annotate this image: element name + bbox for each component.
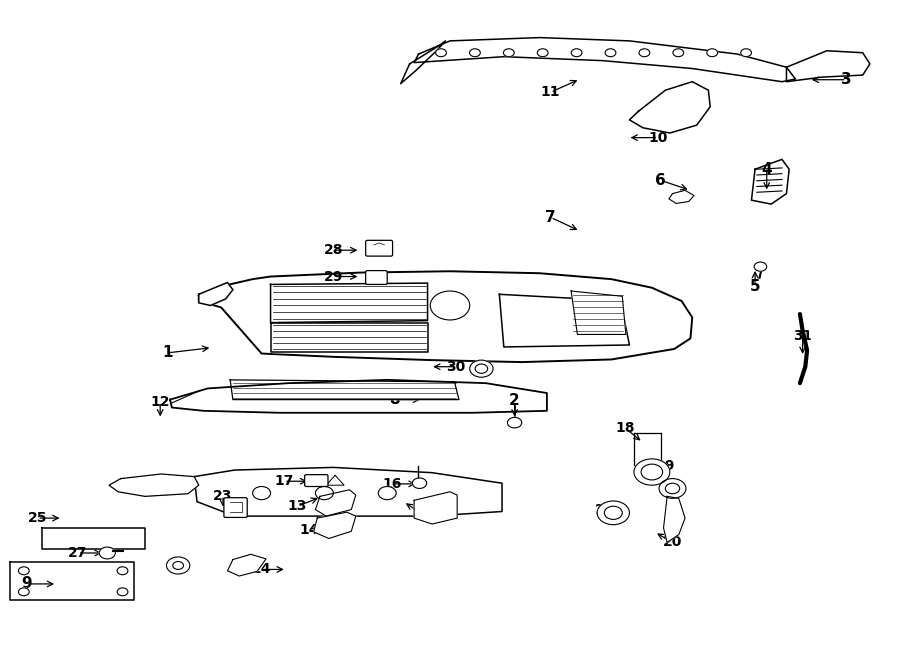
Circle shape [665, 483, 680, 494]
Circle shape [741, 49, 751, 57]
Polygon shape [228, 555, 266, 576]
Polygon shape [315, 490, 356, 516]
Text: 23: 23 [213, 489, 233, 504]
Circle shape [378, 486, 396, 500]
Text: 17: 17 [274, 474, 293, 488]
Polygon shape [629, 82, 710, 133]
Polygon shape [414, 492, 457, 524]
Circle shape [117, 588, 128, 596]
Circle shape [436, 49, 446, 57]
Circle shape [470, 360, 493, 377]
Text: 10: 10 [649, 131, 668, 145]
Polygon shape [194, 467, 502, 516]
Polygon shape [313, 512, 356, 539]
Circle shape [634, 459, 670, 485]
Text: 29: 29 [324, 270, 343, 284]
Polygon shape [199, 282, 233, 305]
FancyBboxPatch shape [365, 241, 392, 256]
Text: 24: 24 [252, 563, 271, 576]
Text: 16: 16 [382, 477, 402, 491]
Circle shape [706, 49, 717, 57]
FancyBboxPatch shape [224, 498, 248, 518]
Circle shape [166, 557, 190, 574]
Polygon shape [109, 474, 199, 496]
Text: 9: 9 [22, 576, 32, 592]
Circle shape [639, 49, 650, 57]
Text: 22: 22 [158, 479, 177, 494]
Text: 28: 28 [324, 243, 343, 257]
Circle shape [315, 486, 333, 500]
Text: 13: 13 [288, 499, 307, 513]
Circle shape [537, 49, 548, 57]
Polygon shape [170, 380, 547, 412]
Polygon shape [663, 496, 685, 543]
Polygon shape [199, 271, 692, 362]
FancyBboxPatch shape [365, 270, 387, 284]
Circle shape [597, 501, 629, 525]
Text: 14: 14 [300, 523, 319, 537]
Polygon shape [752, 159, 789, 204]
Text: 27: 27 [68, 546, 87, 560]
Polygon shape [500, 294, 629, 347]
Text: 26: 26 [168, 559, 188, 572]
Text: 1: 1 [162, 346, 173, 360]
Text: 6: 6 [655, 173, 666, 188]
Polygon shape [572, 291, 626, 334]
Text: 3: 3 [842, 72, 852, 87]
Polygon shape [414, 38, 796, 82]
Text: 11: 11 [541, 85, 560, 99]
Circle shape [470, 49, 481, 57]
Polygon shape [669, 190, 694, 204]
Text: 18: 18 [616, 421, 634, 435]
Circle shape [173, 562, 184, 569]
Circle shape [18, 566, 29, 574]
FancyBboxPatch shape [304, 475, 328, 486]
Text: 7: 7 [545, 210, 556, 225]
Circle shape [99, 547, 115, 559]
Polygon shape [41, 528, 145, 549]
Polygon shape [230, 380, 459, 400]
Text: 15: 15 [411, 506, 431, 520]
Polygon shape [787, 51, 870, 82]
Text: 31: 31 [793, 329, 813, 343]
Circle shape [754, 262, 767, 271]
Circle shape [641, 464, 662, 480]
Text: 12: 12 [150, 395, 170, 408]
Circle shape [659, 479, 686, 498]
Polygon shape [400, 41, 446, 84]
Text: 5: 5 [750, 279, 760, 294]
Polygon shape [11, 563, 134, 600]
Text: 21: 21 [595, 502, 614, 516]
Text: 19: 19 [655, 459, 675, 473]
Polygon shape [271, 323, 428, 352]
Text: 4: 4 [761, 162, 772, 176]
Circle shape [117, 566, 128, 574]
Circle shape [503, 49, 514, 57]
Text: 2: 2 [509, 393, 520, 408]
Text: 30: 30 [446, 360, 465, 373]
Circle shape [605, 49, 616, 57]
Circle shape [572, 49, 582, 57]
Circle shape [604, 506, 622, 520]
Circle shape [673, 49, 684, 57]
Circle shape [430, 291, 470, 320]
Circle shape [18, 588, 29, 596]
Circle shape [412, 478, 427, 488]
Text: 20: 20 [662, 535, 682, 549]
Text: 8: 8 [389, 392, 400, 407]
Text: 25: 25 [28, 511, 47, 525]
Circle shape [253, 486, 271, 500]
Circle shape [475, 364, 488, 373]
Circle shape [508, 417, 522, 428]
Polygon shape [271, 283, 428, 323]
